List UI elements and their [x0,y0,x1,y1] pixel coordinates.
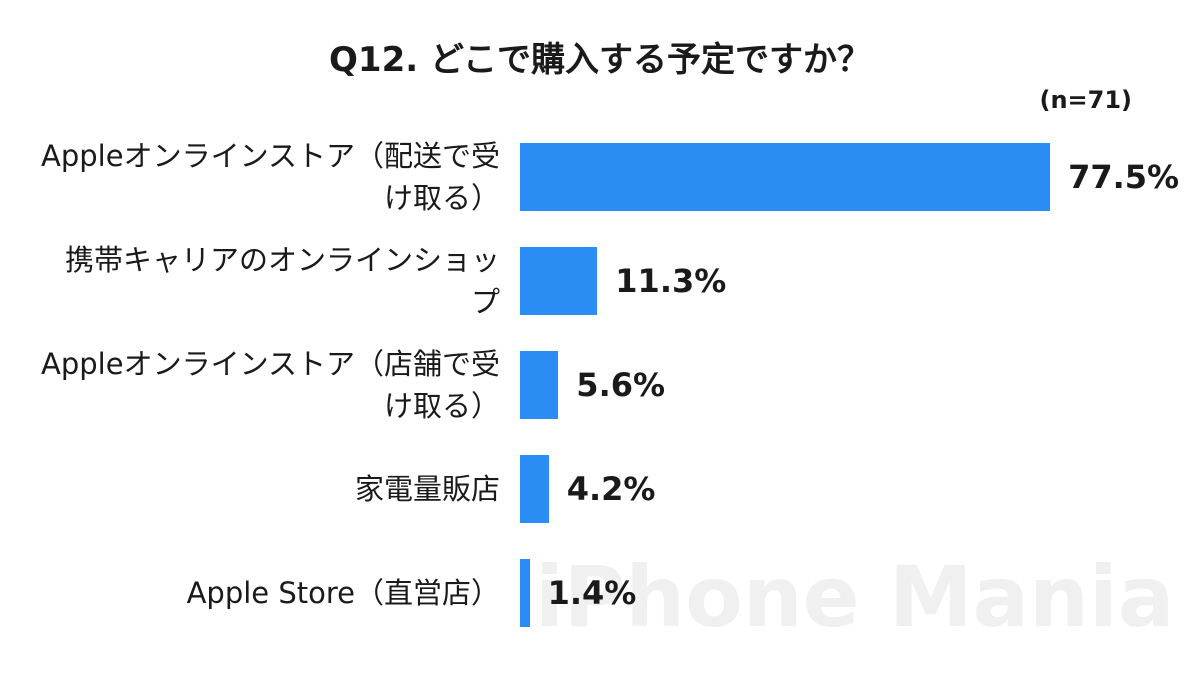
bar [520,143,1051,211]
bar [520,455,549,523]
value-label: 77.5% [1068,158,1180,196]
value-label: 11.3% [615,262,727,300]
category-label: Apple Store（直営店） [186,576,500,610]
bar [520,247,598,315]
value-label: 4.2% [566,470,656,508]
category-label: Appleオンラインストア（店舗で受け取る） [41,347,500,423]
sample-note: (n=71) [1039,86,1132,114]
bar [520,351,559,419]
category-label: 携帯キャリアのオンラインショップ [64,243,500,319]
value-label: 5.6% [576,366,666,404]
watermark: iPhone Mania [535,548,1175,646]
bar [520,559,530,627]
value-label: 1.4% [547,574,637,612]
category-label: 家電量販店 [354,472,500,506]
chart-title: Q12. どこで購入する予定ですか？ [329,40,871,80]
category-label: Appleオンラインストア（配送で受け取る） [41,139,500,215]
